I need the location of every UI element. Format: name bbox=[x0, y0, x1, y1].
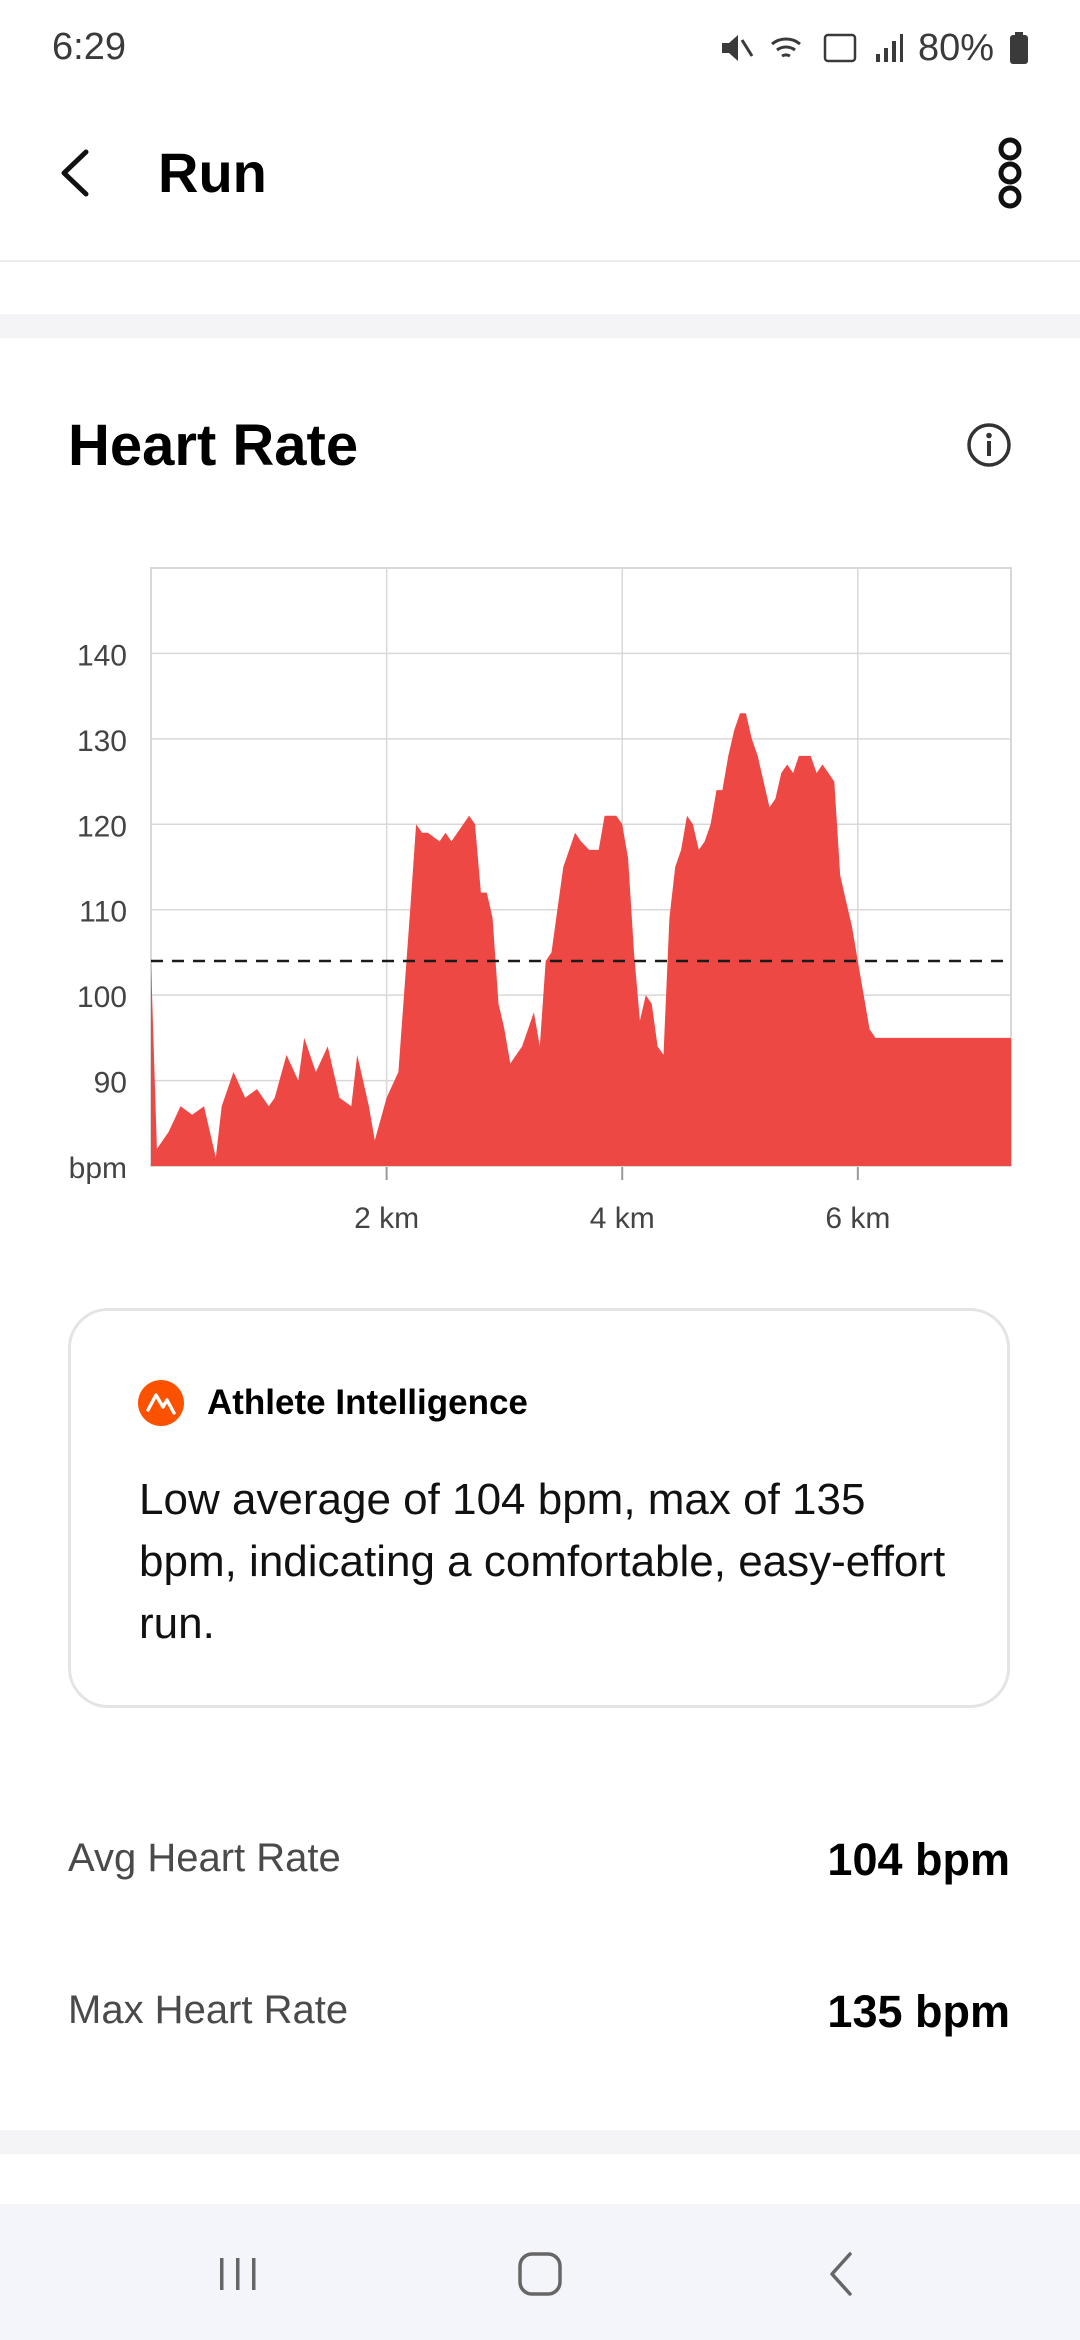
section-title: Heart Rate bbox=[68, 413, 359, 478]
home-icon[interactable] bbox=[508, 2242, 572, 2306]
y-tick-label: 110 bbox=[79, 896, 127, 929]
athlete-intelligence-card: Athlete Intelligence Low average of 104 … bbox=[68, 1308, 1010, 1708]
x-tick-label: 2 km bbox=[354, 1202, 419, 1235]
x-tick-label: 6 km bbox=[825, 1202, 890, 1235]
app-bar: Run bbox=[0, 100, 1080, 262]
status-time: 6:29 bbox=[52, 26, 126, 68]
y-tick-label: 120 bbox=[77, 810, 127, 843]
battery-icon bbox=[1010, 32, 1028, 64]
signal-icon bbox=[875, 34, 903, 62]
info-icon[interactable] bbox=[964, 420, 1014, 470]
section-divider bbox=[0, 2130, 1080, 2154]
heart-rate-area bbox=[151, 713, 1011, 1166]
y-tick-label: 100 bbox=[77, 981, 127, 1014]
status-icons: 80% bbox=[718, 26, 1030, 70]
y-tick-label: 130 bbox=[77, 725, 127, 758]
y-tick-label: 90 bbox=[94, 1067, 127, 1100]
heart-rate-chart: 140 130 120 110 100 90 bpm 2 km 4 km 6 km bbox=[69, 567, 1012, 1235]
max-heart-rate-value: 135 bpm bbox=[827, 1986, 1010, 2037]
page-title: Run bbox=[158, 141, 267, 204]
avg-heart-rate-label: Avg Heart Rate bbox=[68, 1836, 341, 1880]
strava-logo-icon bbox=[138, 1380, 184, 1426]
insight-heading: Athlete Intelligence bbox=[207, 1383, 528, 1422]
max-heart-rate-label: Max Heart Rate bbox=[68, 1988, 349, 2032]
insight-text: Low average of 104 bpm, max of 135 bpm, … bbox=[139, 1475, 946, 1648]
x-tick-label: 4 km bbox=[590, 1202, 655, 1235]
system-nav-bar bbox=[0, 2204, 1080, 2340]
back-nav-icon[interactable] bbox=[810, 2242, 874, 2306]
avg-heart-rate-value: 104 bpm bbox=[827, 1834, 1010, 1885]
y-axis-unit-label: bpm bbox=[69, 1152, 127, 1185]
volte-icon bbox=[823, 33, 857, 63]
y-tick-label: 140 bbox=[77, 639, 127, 672]
more-vertical-icon[interactable] bbox=[980, 130, 1040, 220]
section-divider bbox=[0, 314, 1080, 338]
mute-icon bbox=[721, 35, 754, 61]
status-bar: 6:29 80% bbox=[0, 0, 1080, 100]
wifi-icon bbox=[770, 37, 801, 58]
battery-percent: 80% bbox=[917, 26, 994, 69]
recent-apps-icon[interactable] bbox=[206, 2242, 270, 2306]
back-arrow-icon[interactable] bbox=[44, 138, 114, 208]
